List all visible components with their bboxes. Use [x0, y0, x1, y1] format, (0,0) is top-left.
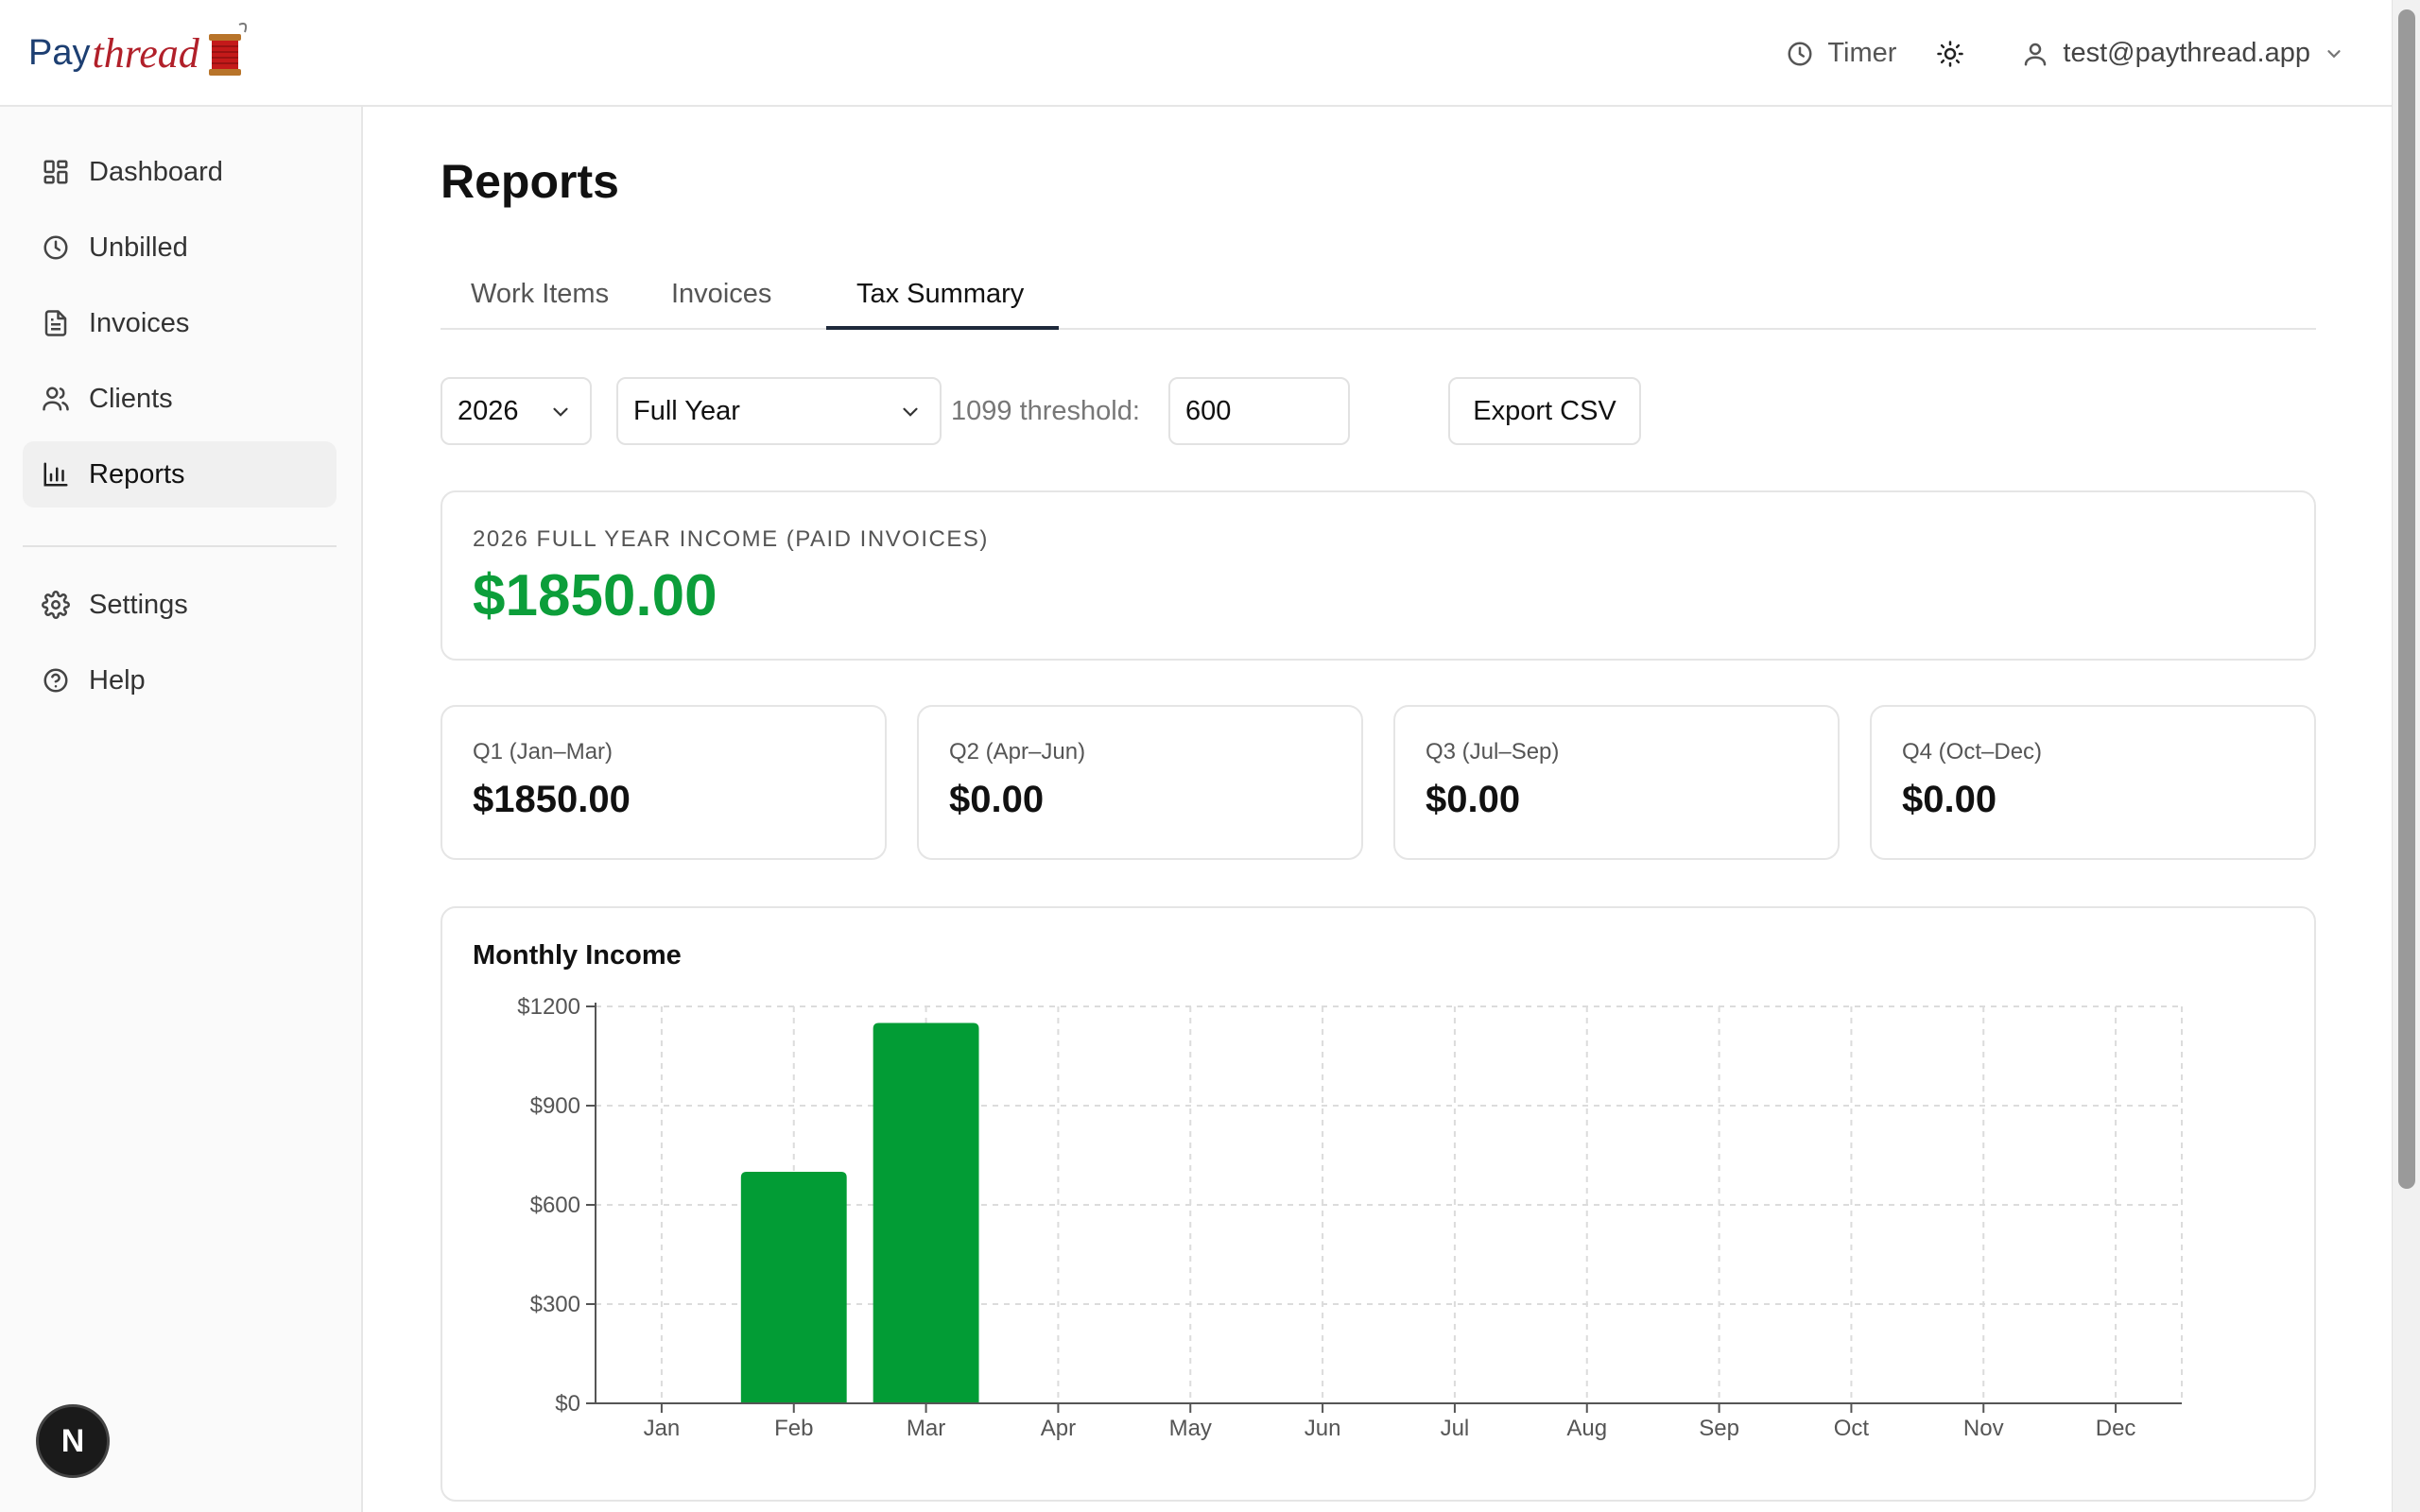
y-tick-label: $0	[555, 1391, 580, 1417]
y-tick-label: $900	[530, 1093, 580, 1119]
x-tick-label: Jul	[1441, 1416, 1470, 1441]
tab-invoices[interactable]: Invoices	[671, 279, 772, 309]
quarter-value: $1850.00	[473, 779, 631, 820]
user-email: test@paythread.app	[2063, 38, 2310, 68]
sidebar-item-settings[interactable]: Settings	[23, 572, 337, 638]
x-tick-label: Sep	[1699, 1416, 1739, 1441]
year-select[interactable]: 2026	[441, 377, 592, 445]
document-icon	[44, 310, 67, 336]
scrollbar-thumb[interactable]	[2398, 9, 2415, 1189]
x-tick-label: Oct	[1834, 1416, 1870, 1441]
x-tick-label: May	[1169, 1416, 1212, 1441]
page-scrollbar[interactable]	[2392, 0, 2420, 1512]
export-csv-button[interactable]: Export CSV	[1448, 377, 1641, 445]
quarter-label: Q4 (Oct–Dec)	[1902, 739, 2043, 765]
y-tick-label: $600	[530, 1193, 580, 1218]
sidebar-item-reports[interactable]: Reports	[23, 441, 337, 507]
sun-icon	[1937, 40, 1964, 67]
paythread-logo[interactable]: Pay thread	[28, 19, 251, 87]
timer-label: Timer	[1827, 38, 1897, 68]
quarter-card-q3: Q3 (Jul–Sep) $0.00	[1393, 705, 1840, 860]
bar-mar	[873, 1022, 979, 1403]
quarter-card-q2: Q2 (Apr–Jun) $0.00	[917, 705, 1363, 860]
quarter-value: $0.00	[1902, 779, 1997, 820]
sidebar-item-label: Help	[89, 664, 146, 696]
help-circle-icon	[43, 668, 68, 693]
tab-tax-summary[interactable]: Tax Summary	[826, 267, 1059, 330]
threshold-label: 1099 threshold:	[951, 395, 1140, 426]
chevron-down-icon	[2327, 49, 2341, 58]
header-actions: Timer test@paythread.app	[1786, 0, 2344, 107]
monthly-income-card: Monthly Income $0 $300 $600 $900 $1200 Jan Feb…	[441, 906, 2316, 1502]
top-bar: Pay thread Timer test@paythread.app	[0, 0, 2392, 107]
sidebar-item-help[interactable]: Help	[23, 647, 337, 713]
sidebar-item-label: Dashboard	[89, 156, 223, 187]
annual-income-value: $1850.00	[473, 563, 717, 628]
y-tick-label: $300	[530, 1292, 580, 1317]
timer-button[interactable]: Timer	[1786, 38, 1896, 69]
chevron-down-icon	[553, 407, 568, 417]
clock-icon	[43, 235, 68, 260]
chart-title: Monthly Income	[473, 940, 682, 971]
dev-tools-badge[interactable]: N	[36, 1404, 110, 1478]
period-select-value: Full Year	[633, 395, 740, 426]
annual-income-card: 2026 FULL YEAR INCOME (PAID INVOICES) $1…	[441, 490, 2316, 661]
report-tabs: Work Items Invoices Tax Summary	[441, 267, 2316, 330]
sidebar-item-unbilled[interactable]: Unbilled	[23, 215, 337, 281]
y-tick-label: $1200	[517, 994, 580, 1020]
x-tick-label: Jun	[1305, 1416, 1341, 1441]
x-tick-label: Aug	[1566, 1416, 1607, 1441]
quarter-card-q4: Q4 (Oct–Dec) $0.00	[1870, 705, 2316, 860]
main-content: Reports Work Items Invoices Tax Summary …	[365, 107, 2392, 1512]
page-title: Reports	[441, 155, 619, 208]
x-tick-label: Jan	[644, 1416, 681, 1441]
quarter-label: Q1 (Jan–Mar)	[473, 739, 614, 765]
bar-chart-icon	[43, 462, 68, 487]
sidebar-item-label: Unbilled	[89, 232, 188, 263]
gear-icon	[42, 591, 70, 619]
user-icon	[2025, 43, 2047, 65]
threshold-input[interactable]	[1168, 377, 1350, 445]
users-icon	[43, 387, 69, 411]
chevron-down-icon	[903, 407, 918, 417]
sidebar-item-clients[interactable]: Clients	[23, 366, 337, 432]
logo-pay-text: Pay	[28, 32, 91, 73]
sidebar-item-label: Clients	[89, 383, 173, 414]
quarter-card-q1: Q1 (Jan–Mar) $1850.00	[441, 705, 887, 860]
quarter-value: $0.00	[949, 779, 1045, 820]
quarter-label: Q2 (Apr–Jun)	[949, 739, 1086, 765]
dashboard-icon	[43, 160, 68, 184]
sidebar-item-invoices[interactable]: Invoices	[23, 290, 337, 356]
sidebar-divider	[23, 545, 337, 547]
logo-thread-text: thread	[92, 29, 199, 77]
sidebar: Dashboard Unbilled Invoices Clients Repo…	[0, 107, 363, 1512]
spool-icon	[208, 23, 247, 76]
theme-toggle-button[interactable]	[1936, 40, 1964, 68]
sidebar-item-label: Reports	[89, 458, 185, 490]
bar-feb	[740, 1172, 847, 1403]
user-menu-button[interactable]: test@paythread.app	[2021, 38, 2344, 69]
quarter-label: Q3 (Jul–Sep)	[1426, 739, 1560, 765]
sidebar-item-label: Invoices	[89, 307, 190, 338]
monthly-income-chart: $0 $300 $600 $900 $1200 Jan Feb Mar Apr May Jun Jul…	[517, 994, 2183, 1441]
quarter-value: $0.00	[1426, 779, 1521, 820]
period-select[interactable]: Full Year	[616, 377, 942, 445]
report-controls: 2026 Full Year 1099 threshold: Export CS…	[441, 377, 1641, 445]
x-tick-label: Mar	[907, 1416, 945, 1441]
x-tick-label: Nov	[1963, 1416, 2004, 1441]
year-select-value: 2026	[458, 395, 519, 426]
sidebar-item-label: Settings	[89, 589, 188, 620]
x-tick-label: Apr	[1041, 1416, 1076, 1441]
x-tick-label: Feb	[774, 1416, 813, 1441]
sidebar-item-dashboard[interactable]: Dashboard	[23, 139, 337, 205]
tab-work-items[interactable]: Work Items	[471, 279, 610, 309]
annual-income-label: 2026 FULL YEAR INCOME (PAID INVOICES)	[473, 526, 989, 552]
clock-icon	[1788, 42, 1812, 65]
x-tick-label: Dec	[2096, 1416, 2136, 1441]
